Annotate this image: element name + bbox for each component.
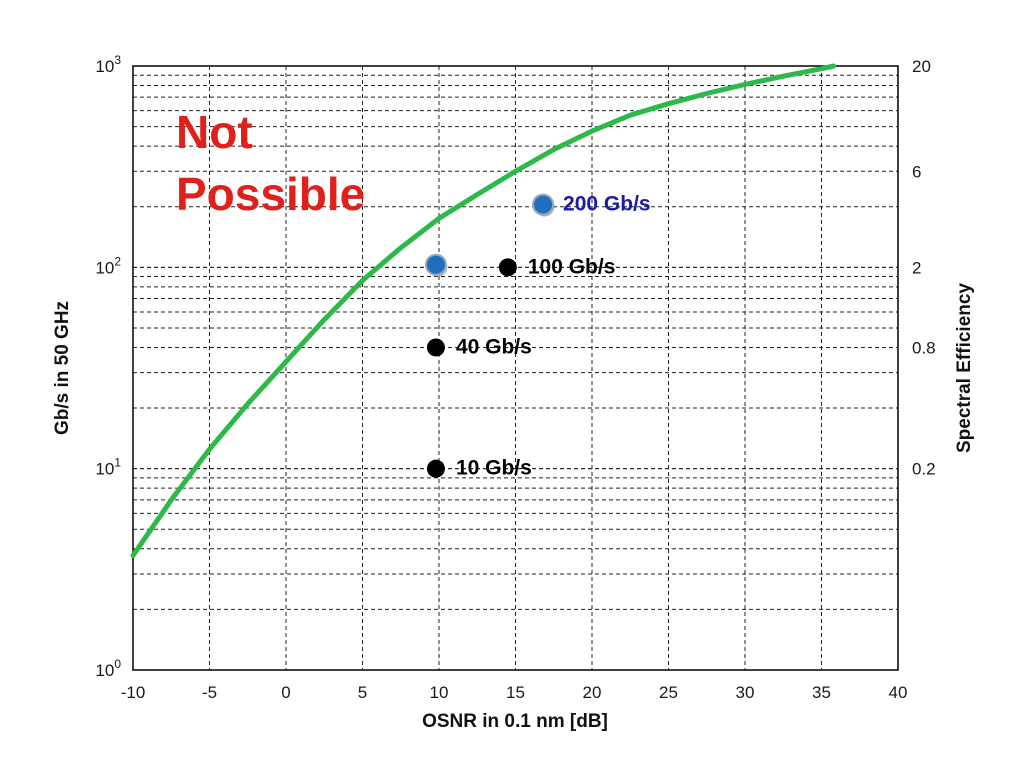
data-point-label: 200 Gb/s bbox=[563, 193, 651, 216]
y2-axis-label: Spectral Efficiency bbox=[954, 283, 975, 453]
y-tick-label: 102 bbox=[95, 254, 121, 277]
x-tick-label: 35 bbox=[812, 683, 831, 702]
data-point-label: 100 Gb/s bbox=[528, 255, 616, 278]
data-points-layer bbox=[424, 193, 555, 478]
x-tick-label: -5 bbox=[202, 683, 217, 702]
x-tick-label: 0 bbox=[281, 683, 290, 702]
data-point-blue bbox=[424, 253, 447, 276]
y2-tick-label: 20 bbox=[912, 57, 931, 76]
data-point-black bbox=[426, 459, 445, 478]
x-tick-label: 20 bbox=[583, 683, 602, 702]
region-label-not-possible: Possible bbox=[176, 168, 365, 220]
capacity-curve bbox=[130, 63, 837, 559]
y2-tick-label: 2 bbox=[912, 258, 921, 277]
y2-tick-label: 0.8 bbox=[912, 338, 936, 357]
y-tick-label: 100 bbox=[95, 657, 121, 680]
plot-border bbox=[132, 65, 899, 671]
labels-layer: -10 -5 0 5 10 15 20 25 30 35 40 100 101 102 103 0.2 0.8 2… bbox=[95, 53, 935, 702]
x-tick-label: 10 bbox=[430, 683, 449, 702]
x-tick-label: 30 bbox=[736, 683, 755, 702]
plot-frame bbox=[132, 65, 899, 671]
y-tick-label: 101 bbox=[95, 456, 121, 479]
x-tick-label: 40 bbox=[889, 683, 908, 702]
x-tick-label: -10 bbox=[121, 683, 146, 702]
y2-tick-label: 6 bbox=[912, 162, 921, 181]
y2-tick-label: 0.2 bbox=[912, 460, 936, 479]
x-tick-label: 5 bbox=[358, 683, 367, 702]
data-point-black bbox=[426, 338, 445, 357]
x-axis-label: OSNR in 0.1 nm [dB] bbox=[422, 711, 608, 732]
grid-lines bbox=[133, 66, 898, 670]
data-point-label: 40 Gb/s bbox=[456, 335, 532, 358]
x-tick-label: 15 bbox=[506, 683, 525, 702]
region-label-not-possible: Not bbox=[176, 106, 253, 158]
x-tick-label: 25 bbox=[659, 683, 678, 702]
data-point-black bbox=[498, 258, 517, 277]
y-axis-label: Gb/s in 50 GHz bbox=[52, 301, 73, 435]
data-point-label: 10 Gb/s bbox=[456, 457, 532, 480]
data-point-blue bbox=[532, 193, 555, 216]
y-tick-label: 103 bbox=[95, 53, 121, 76]
capacity-curve-layer bbox=[130, 63, 837, 559]
